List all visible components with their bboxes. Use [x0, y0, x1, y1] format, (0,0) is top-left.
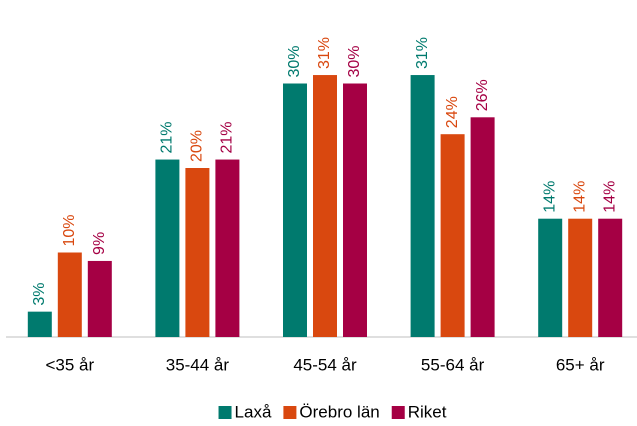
bar	[568, 218, 593, 337]
value-label: 30%	[286, 45, 303, 77]
bar	[440, 134, 465, 337]
x-tick-label: 55-64 år	[421, 355, 485, 374]
legend-swatch	[283, 406, 297, 419]
value-label: 30%	[346, 45, 363, 77]
legend-label: Laxå	[235, 402, 272, 421]
value-label: 31%	[316, 37, 333, 69]
legend-label: Örebro län	[299, 402, 379, 421]
value-label: 14%	[571, 181, 588, 213]
bar	[27, 311, 52, 337]
bar	[185, 168, 210, 337]
bar	[57, 252, 82, 337]
value-label: 21%	[159, 122, 176, 154]
value-label: 9%	[91, 232, 108, 255]
value-label: 14%	[601, 181, 618, 213]
bar	[470, 117, 495, 337]
bar	[598, 218, 623, 337]
value-label: 3%	[31, 283, 48, 306]
bar	[155, 159, 180, 337]
x-tick-label: 35-44 år	[166, 355, 230, 374]
bar	[215, 159, 240, 337]
bar	[87, 260, 112, 337]
value-label: 10%	[61, 214, 78, 246]
value-label: 21%	[219, 122, 236, 154]
legend-label: Riket	[408, 402, 447, 421]
legend-swatch	[391, 406, 405, 419]
bar	[538, 218, 563, 337]
bar	[343, 83, 367, 337]
bar	[313, 75, 337, 338]
bar	[410, 75, 435, 338]
x-tick-label: 45-54 år	[293, 355, 357, 374]
value-label: 20%	[189, 130, 206, 162]
legend-swatch	[218, 406, 232, 419]
legend-item: Örebro län	[283, 402, 380, 421]
x-tick-label: <35 år	[45, 355, 94, 374]
value-label: 26%	[474, 79, 491, 111]
x-tick-label: 65+ år	[556, 355, 605, 374]
legend-item: Riket	[391, 402, 447, 421]
value-label: 24%	[444, 96, 461, 128]
value-label: 31%	[414, 37, 431, 69]
legend: Laxå Örebro län Riket	[218, 402, 447, 421]
bar	[283, 83, 307, 337]
legend-item: Laxå	[218, 402, 272, 421]
value-label: 14%	[541, 181, 558, 213]
